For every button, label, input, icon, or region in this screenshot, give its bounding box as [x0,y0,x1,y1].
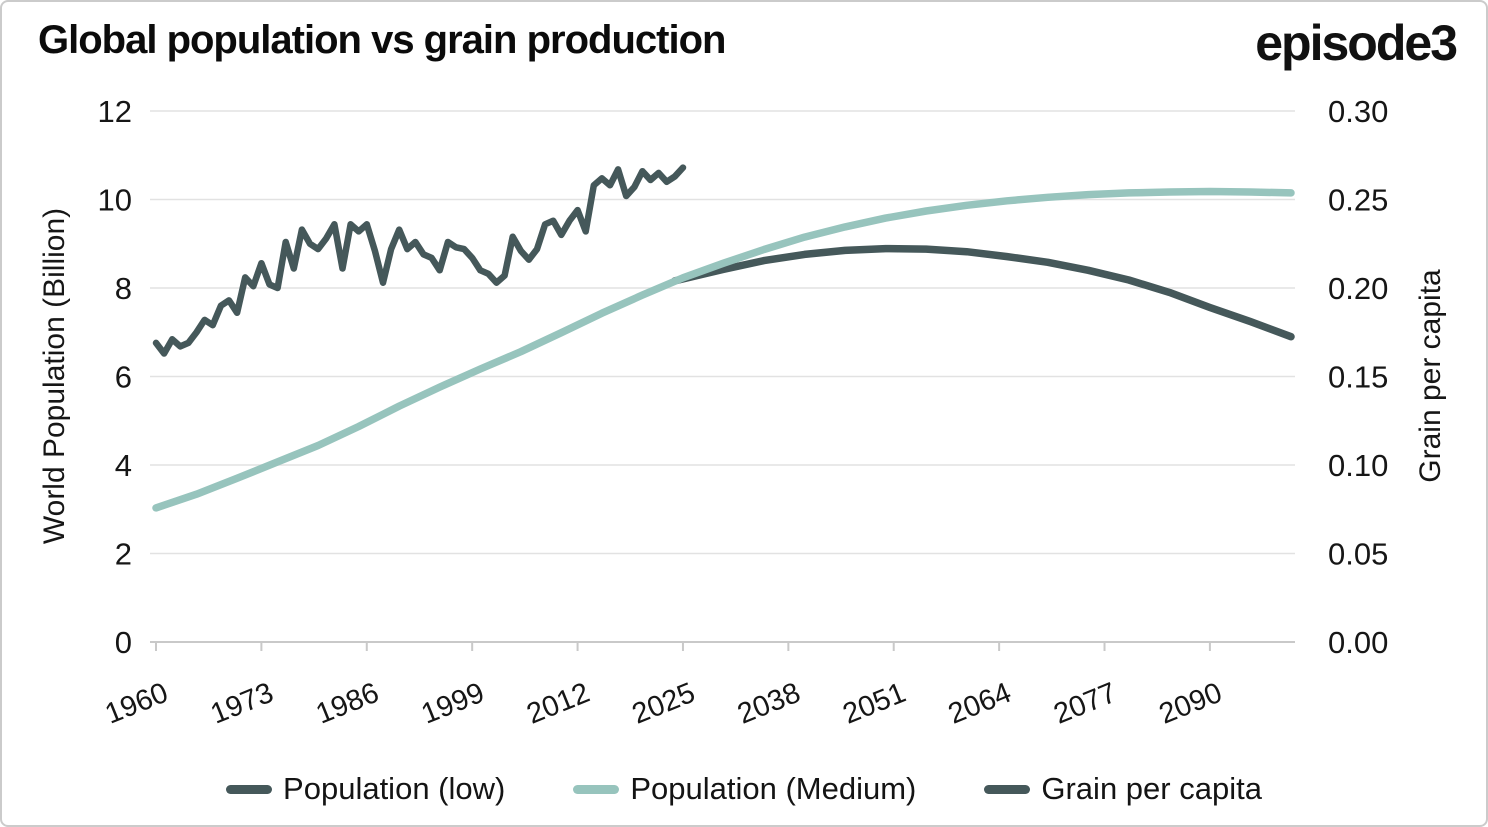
legend-label-population-low: Population (low) [283,771,506,806]
x-tick-label-1960: 1960 [101,677,173,731]
right-tick-label-0.10: 0.10 [1328,448,1388,483]
legend-swatch-population-medium [573,784,620,794]
x-tick-label-2025: 2025 [628,677,700,731]
legend-swatch-grain-per-capita [984,784,1031,794]
x-tick-label-2090: 2090 [1155,677,1227,731]
right-tick-label-0.25: 0.25 [1328,183,1388,218]
line-population-medium [152,187,1295,512]
left-tick-label-12: 12 [98,94,132,129]
legend-label-grain-per-capita: Grain per capita [1041,771,1262,806]
left-tick-label-0: 0 [115,625,132,660]
right-tick-label-0.15: 0.15 [1328,360,1388,395]
line-population-low [671,244,1295,341]
right-axis-title: Grain per capita [1414,269,1447,483]
right-tick-label-0.20: 0.20 [1328,271,1388,306]
right-tick-label-0.30: 0.30 [1328,94,1388,129]
line-grain-per-capita [152,164,687,357]
chart-title: Global population vs grain production [38,18,726,62]
left-axis-title: World Population (Billion) [38,208,71,544]
x-tick-label-2077: 2077 [1049,677,1121,731]
x-tick-label-2038: 2038 [733,677,805,731]
left-tick-label-2: 2 [115,537,132,572]
left-tick-label-10: 10 [98,183,132,218]
x-tick-label-1973: 1973 [206,677,278,731]
left-tick-label-4: 4 [115,448,132,483]
legend-item-grain-per-capita: Grain per capita [984,771,1262,807]
x-tick-label-1999: 1999 [417,677,489,731]
chart-canvas: 1960 1973 1986 1999 2012 2025 2038 2051 2064 2077… [38,94,1447,731]
legend-item-population-low: Population (low) [226,771,505,807]
right-tick-label-0.05: 0.05 [1328,537,1388,572]
legend-item-population-medium: Population (Medium) [573,771,916,807]
left-tick-label-8: 8 [115,271,132,306]
right-tick-label-0.00: 0.00 [1328,625,1388,660]
x-tick-label-1986: 1986 [312,677,384,731]
legend-label-population-medium: Population (Medium) [630,771,917,806]
x-tick-label-2012: 2012 [522,677,594,731]
x-tick-label-2064: 2064 [944,677,1016,731]
left-tick-label-6: 6 [115,360,132,395]
chart-legend: Population (low) Population (Medium) Gra… [2,764,1486,814]
x-tick-label-2051: 2051 [839,677,911,731]
brand-logo-episode3: episode3 [1255,15,1458,71]
legend-swatch-population-low [226,784,273,794]
